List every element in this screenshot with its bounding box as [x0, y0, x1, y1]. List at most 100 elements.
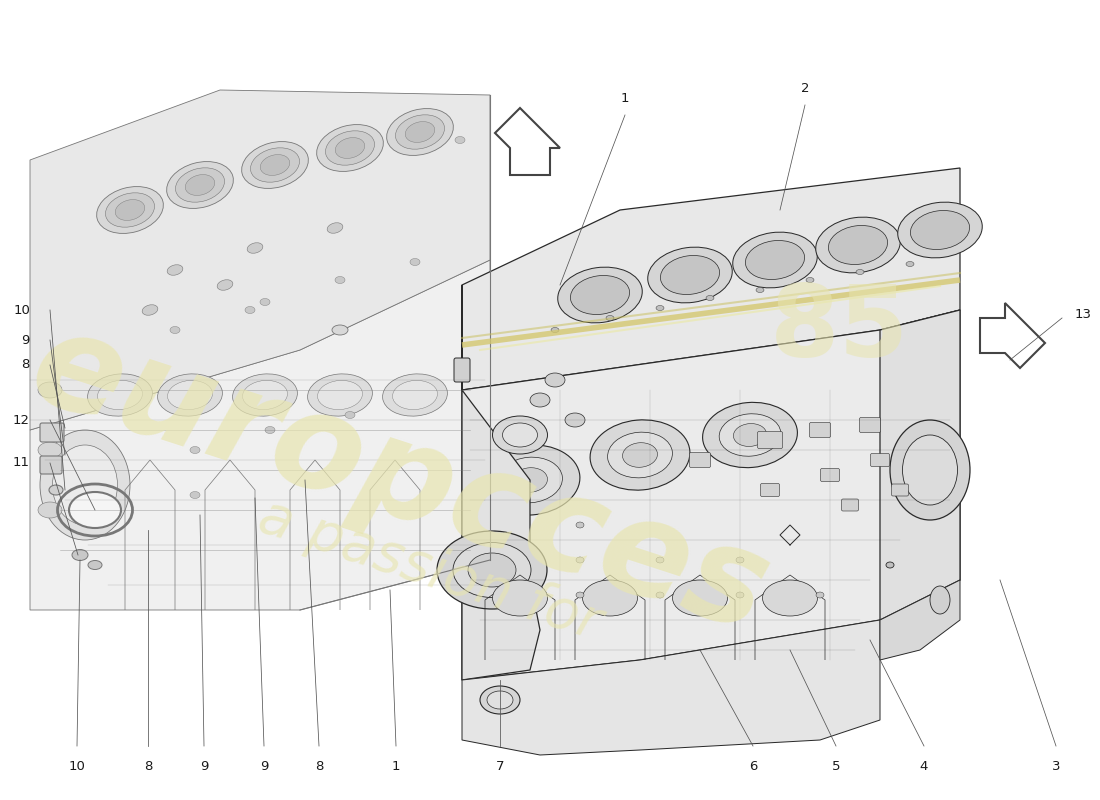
Ellipse shape: [248, 242, 263, 254]
Text: 9: 9: [200, 760, 208, 773]
Ellipse shape: [606, 315, 614, 321]
Ellipse shape: [308, 374, 373, 416]
FancyBboxPatch shape: [40, 456, 62, 474]
Ellipse shape: [405, 122, 435, 142]
Ellipse shape: [242, 142, 308, 189]
Ellipse shape: [336, 277, 345, 283]
Ellipse shape: [190, 446, 200, 454]
Ellipse shape: [261, 154, 289, 175]
Ellipse shape: [656, 306, 664, 310]
Ellipse shape: [480, 686, 520, 714]
FancyBboxPatch shape: [821, 469, 839, 482]
Ellipse shape: [530, 393, 550, 407]
Ellipse shape: [734, 423, 767, 446]
Ellipse shape: [317, 125, 384, 171]
Text: 9: 9: [22, 334, 30, 346]
Ellipse shape: [97, 186, 164, 234]
Ellipse shape: [656, 592, 664, 598]
FancyBboxPatch shape: [760, 483, 780, 497]
Text: 4: 4: [920, 760, 928, 773]
Ellipse shape: [190, 491, 200, 498]
FancyBboxPatch shape: [891, 484, 909, 496]
Ellipse shape: [607, 432, 672, 478]
Ellipse shape: [902, 435, 957, 505]
Ellipse shape: [890, 420, 970, 520]
Ellipse shape: [396, 114, 444, 150]
Text: 85: 85: [770, 282, 910, 378]
Ellipse shape: [455, 137, 465, 143]
Ellipse shape: [576, 522, 584, 528]
Ellipse shape: [39, 442, 62, 458]
Polygon shape: [30, 260, 489, 610]
Ellipse shape: [336, 138, 365, 158]
Ellipse shape: [816, 217, 900, 273]
Polygon shape: [462, 620, 880, 755]
Text: 13: 13: [1075, 309, 1092, 322]
Ellipse shape: [733, 232, 817, 288]
Ellipse shape: [816, 592, 824, 598]
Ellipse shape: [39, 382, 62, 398]
Ellipse shape: [571, 275, 629, 314]
Text: 6: 6: [749, 760, 757, 773]
Ellipse shape: [672, 580, 727, 616]
Polygon shape: [880, 310, 960, 620]
Ellipse shape: [648, 247, 733, 303]
FancyBboxPatch shape: [40, 423, 64, 442]
Ellipse shape: [487, 691, 513, 709]
Text: a passion for: a passion for: [252, 490, 608, 650]
Ellipse shape: [719, 414, 781, 456]
Ellipse shape: [660, 255, 719, 294]
Ellipse shape: [40, 430, 130, 540]
Ellipse shape: [69, 492, 121, 528]
Ellipse shape: [39, 502, 62, 518]
Ellipse shape: [453, 542, 531, 598]
Ellipse shape: [544, 373, 565, 387]
Ellipse shape: [265, 426, 275, 434]
Text: 1: 1: [392, 760, 400, 773]
Text: 9: 9: [260, 760, 268, 773]
FancyBboxPatch shape: [758, 431, 782, 449]
Ellipse shape: [911, 210, 969, 250]
Text: 11: 11: [13, 457, 30, 470]
Polygon shape: [980, 303, 1045, 368]
Ellipse shape: [930, 586, 950, 614]
Text: 7: 7: [496, 760, 504, 773]
Ellipse shape: [176, 168, 224, 202]
Ellipse shape: [393, 381, 438, 410]
Ellipse shape: [170, 326, 180, 334]
Ellipse shape: [762, 580, 817, 616]
Ellipse shape: [88, 561, 102, 570]
Ellipse shape: [590, 420, 690, 490]
Text: 5: 5: [832, 760, 840, 773]
Ellipse shape: [656, 557, 664, 563]
Ellipse shape: [332, 325, 348, 335]
Polygon shape: [30, 90, 489, 430]
Ellipse shape: [806, 278, 814, 282]
Ellipse shape: [756, 287, 764, 293]
Ellipse shape: [50, 485, 63, 495]
Text: 12: 12: [13, 414, 30, 426]
Text: 3: 3: [1052, 760, 1060, 773]
Text: europcces: europcces: [15, 300, 784, 660]
Ellipse shape: [480, 445, 580, 515]
Ellipse shape: [383, 374, 448, 416]
Polygon shape: [462, 310, 960, 680]
Ellipse shape: [493, 416, 548, 454]
Ellipse shape: [828, 226, 888, 265]
Ellipse shape: [558, 267, 642, 323]
Ellipse shape: [513, 468, 548, 492]
Ellipse shape: [856, 270, 864, 274]
FancyBboxPatch shape: [810, 422, 830, 438]
Ellipse shape: [53, 445, 118, 525]
Ellipse shape: [157, 374, 222, 416]
Ellipse shape: [503, 423, 538, 447]
FancyBboxPatch shape: [859, 418, 880, 433]
FancyBboxPatch shape: [690, 453, 711, 467]
Ellipse shape: [88, 374, 153, 416]
Text: 10: 10: [68, 760, 86, 773]
Ellipse shape: [318, 381, 363, 410]
Ellipse shape: [576, 592, 584, 598]
Ellipse shape: [906, 262, 914, 266]
FancyBboxPatch shape: [454, 358, 470, 382]
Ellipse shape: [386, 109, 453, 155]
